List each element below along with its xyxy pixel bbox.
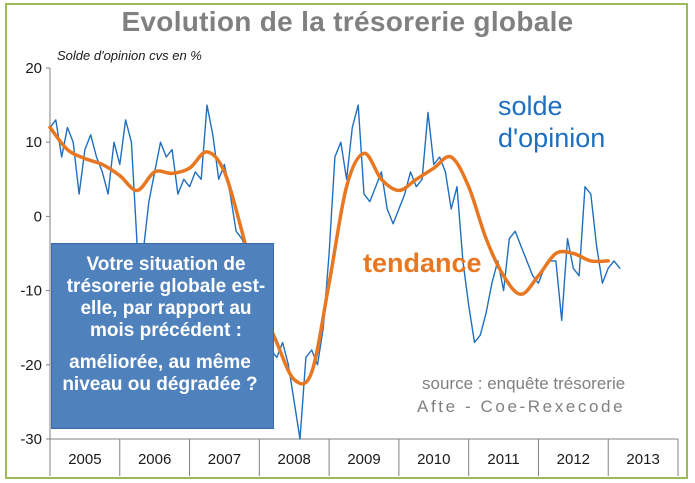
x-tick-label: 2013 [626, 451, 659, 468]
x-tick-label: 2007 [208, 451, 241, 468]
legend-label-solde: solde d'opinion [498, 91, 606, 153]
y-tick-label: -10 [20, 283, 42, 300]
x-tick-label: 2011 [487, 451, 519, 468]
x-tick-label: 2005 [68, 451, 101, 468]
legend-label-tendance: tendance [363, 248, 482, 278]
x-tick-label: 2006 [138, 451, 171, 468]
series-line-solde [49, 104, 621, 440]
x-tick-label: 2008 [278, 451, 311, 468]
y-tick-label: 20 [25, 60, 42, 77]
x-tick-label: 2012 [557, 451, 590, 468]
source-line-2: Afte - Coe-Rexecode [417, 397, 626, 416]
y-tick-label: 0 [34, 208, 42, 225]
question-box: Votre situation de trésorerie globale es… [51, 243, 274, 429]
y-tick-label: -30 [20, 431, 42, 448]
y-tick-label: -20 [20, 357, 42, 374]
options-text: améliorée, au même niveau ou dégradée ? [62, 352, 258, 395]
source-line-1: source : enquête trésorerie [422, 374, 626, 393]
question-text: Votre situation de trésorerie globale es… [66, 254, 266, 341]
series-group [48, 104, 621, 440]
chart-title: Evolution de la trésorerie globale [121, 6, 574, 37]
x-tick-label: 2010 [417, 451, 450, 468]
x-tick-label: 2009 [347, 451, 380, 468]
chart-subtitle: Solde d'opinion cvs en % [57, 48, 202, 63]
y-tick-label: 10 [25, 134, 42, 151]
series-line-tendance [48, 125, 610, 386]
